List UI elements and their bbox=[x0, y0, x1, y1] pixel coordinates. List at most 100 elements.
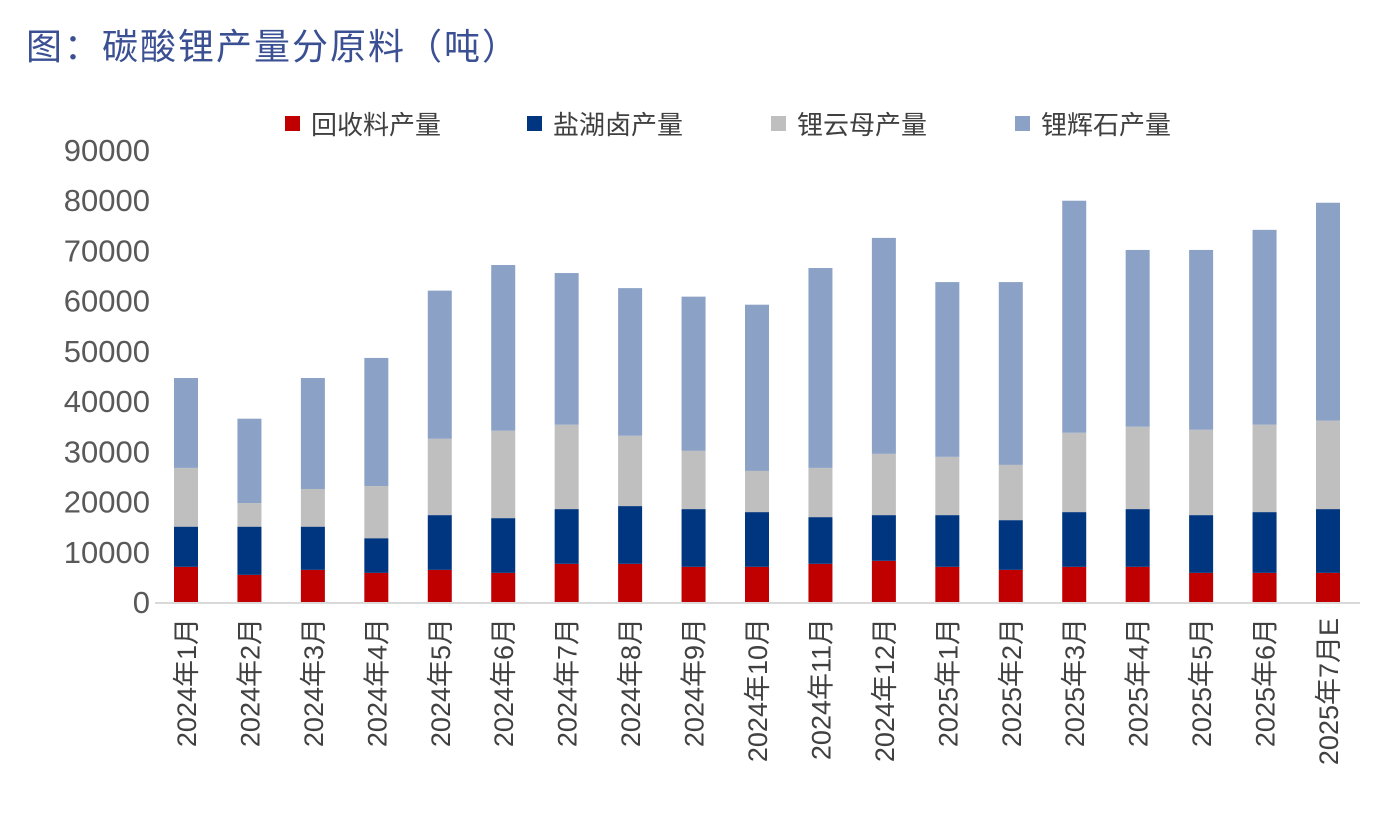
x-tick-label: 2024年10月 bbox=[743, 618, 773, 762]
x-tick-label: 2025年3月 bbox=[1060, 618, 1090, 747]
bar-segment-1 bbox=[364, 572, 389, 602]
bar-segment-2 bbox=[618, 506, 643, 564]
bar-segment-3 bbox=[1316, 420, 1340, 510]
bar-segment-3 bbox=[554, 424, 579, 510]
bar-segment-2 bbox=[808, 517, 833, 564]
bar-segment-3 bbox=[745, 470, 769, 513]
bar-segment-1 bbox=[174, 566, 198, 602]
y-tick-label: 80000 bbox=[64, 183, 150, 218]
bar-segment-2 bbox=[427, 515, 452, 570]
bar-segment-1 bbox=[1125, 566, 1150, 602]
bar-segment-3 bbox=[681, 450, 706, 510]
bar-segment-1 bbox=[808, 563, 833, 602]
x-tick-label: 2025年5月 bbox=[1187, 618, 1217, 747]
legend-label: 盐湖卤产量 bbox=[553, 111, 683, 141]
bar-segment-2 bbox=[174, 526, 198, 567]
bar-segment-1 bbox=[935, 566, 960, 602]
bar-segment-2 bbox=[364, 538, 389, 573]
bar-segment-4 bbox=[1189, 249, 1214, 430]
bar-segment-4 bbox=[681, 296, 706, 451]
y-tick-label: 90000 bbox=[64, 133, 150, 168]
y-tick-label: 20000 bbox=[64, 485, 150, 520]
bar-segment-2 bbox=[1125, 509, 1150, 567]
bar-segment-3 bbox=[1252, 424, 1277, 513]
bar-segment-3 bbox=[935, 456, 960, 516]
legend-swatch bbox=[527, 116, 542, 131]
bar-segment-3 bbox=[618, 435, 643, 507]
bar-segment-2 bbox=[1252, 512, 1277, 573]
bar-segment-3 bbox=[174, 467, 198, 527]
y-tick-label: 70000 bbox=[64, 233, 150, 268]
bar-segment-2 bbox=[491, 518, 516, 573]
y-tick-label: 10000 bbox=[64, 535, 150, 570]
bar-segment-4 bbox=[300, 378, 325, 489]
x-tick-label: 2024年11月 bbox=[806, 618, 836, 760]
bar-segment-1 bbox=[1316, 572, 1340, 602]
x-tick-label: 2024年9月 bbox=[680, 618, 710, 747]
x-tick-label: 2024年3月 bbox=[299, 618, 329, 747]
bar-segment-4 bbox=[364, 357, 389, 486]
y-tick-label: 0 bbox=[133, 585, 150, 620]
bar-segment-4 bbox=[1252, 229, 1277, 425]
bar-segment-1 bbox=[745, 566, 769, 602]
bar-segment-2 bbox=[237, 526, 262, 575]
bar-segment-4 bbox=[427, 290, 452, 439]
bar-segment-2 bbox=[300, 526, 325, 570]
x-tick-label: 2024年7月 bbox=[553, 618, 583, 747]
bar-segment-4 bbox=[871, 237, 896, 454]
x-tick-label: 2024年12月 bbox=[870, 618, 900, 762]
bar-segment-3 bbox=[1062, 432, 1087, 513]
bar-segment-2 bbox=[871, 515, 896, 561]
x-tick-label: 2024年2月 bbox=[235, 618, 265, 747]
bar-segment-3 bbox=[237, 503, 262, 527]
bar-segment-3 bbox=[364, 485, 389, 539]
x-tick-label: 2025年1月 bbox=[933, 618, 963, 747]
bar-segment-2 bbox=[1316, 509, 1340, 573]
x-tick-label: 2024年5月 bbox=[426, 618, 456, 747]
bar-segment-2 bbox=[1189, 515, 1214, 573]
bar-segment-1 bbox=[491, 572, 516, 602]
bar-segment-3 bbox=[998, 464, 1023, 521]
bar-segment-1 bbox=[554, 563, 579, 602]
bar-segment-3 bbox=[300, 489, 325, 527]
bar-segment-4 bbox=[998, 282, 1023, 465]
bar-segment-4 bbox=[174, 378, 198, 468]
bar-segment-1 bbox=[681, 566, 706, 602]
legend-swatch bbox=[1015, 116, 1030, 131]
bar-segment-4 bbox=[808, 268, 833, 468]
legend-swatch bbox=[771, 116, 786, 131]
bar-segment-4 bbox=[1062, 200, 1087, 433]
legend-label: 锂辉石产量 bbox=[1041, 111, 1171, 141]
bar-segment-2 bbox=[935, 515, 960, 567]
bar-segment-3 bbox=[1189, 429, 1214, 516]
bar-segment-4 bbox=[745, 304, 769, 471]
x-tick-label: 2025年7月E bbox=[1314, 618, 1344, 765]
bar-segment-2 bbox=[998, 520, 1023, 570]
bar-segment-1 bbox=[1062, 566, 1087, 602]
x-tick-label: 2024年8月 bbox=[616, 618, 646, 747]
y-tick-label: 60000 bbox=[64, 284, 150, 319]
y-tick-label: 40000 bbox=[64, 384, 150, 419]
bar-segment-3 bbox=[491, 430, 516, 519]
bar-segment-1 bbox=[237, 574, 262, 602]
bar-segment-4 bbox=[237, 418, 262, 504]
x-tick-label: 2024年6月 bbox=[489, 618, 519, 747]
chart-title: 图：碳酸锂产量分原料（吨） bbox=[26, 27, 521, 68]
bar-segment-2 bbox=[681, 509, 706, 567]
legend-swatch bbox=[285, 116, 300, 131]
bar-segment-1 bbox=[1252, 572, 1277, 602]
bar-segment-1 bbox=[427, 569, 452, 602]
bar-segment-4 bbox=[618, 288, 643, 436]
x-tick-label: 2025年6月 bbox=[1251, 618, 1281, 747]
bar-segment-4 bbox=[554, 273, 579, 425]
x-tick-label: 2024年1月 bbox=[172, 618, 202, 747]
x-tick-label: 2025年4月 bbox=[1124, 618, 1154, 747]
legend-label: 回收料产量 bbox=[311, 111, 441, 141]
y-tick-label: 30000 bbox=[64, 434, 150, 469]
x-tick-label: 2024年4月 bbox=[362, 618, 392, 747]
bar-segment-2 bbox=[1062, 512, 1087, 567]
bar-segment-4 bbox=[491, 265, 516, 431]
bar-segment-3 bbox=[427, 438, 452, 516]
bar-segment-4 bbox=[1125, 249, 1150, 427]
bar-segment-4 bbox=[1316, 202, 1340, 421]
